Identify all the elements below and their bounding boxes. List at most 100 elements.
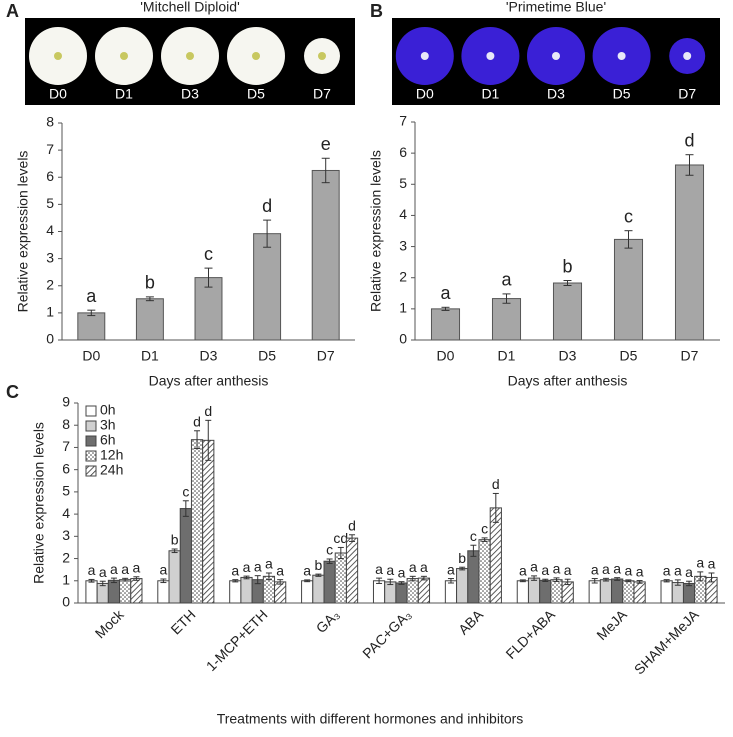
bar (190, 439, 204, 604)
significance-letter: a (519, 563, 527, 579)
y-tick-label: 1 (46, 304, 54, 320)
significance-letter: a (553, 561, 561, 577)
significance-letter: a (420, 559, 428, 575)
panel-title: 'Primetime Blue' (506, 0, 606, 15)
panel-title: 'Mitchell Diploid' (140, 0, 240, 15)
significance-letter: a (685, 564, 693, 580)
flower-center (617, 52, 626, 60)
significance-letter: a (121, 561, 129, 577)
photo-label: D5 (247, 86, 265, 102)
bar (674, 164, 705, 341)
significance-letter: c (182, 483, 189, 499)
x-tick-label: D0 (82, 348, 100, 364)
y-tick-label: 8 (62, 416, 70, 432)
bar (539, 579, 552, 604)
significance-letter: c (470, 528, 477, 544)
bar (599, 579, 613, 604)
y-tick-label: 5 (399, 175, 407, 191)
legend-swatch (85, 435, 97, 447)
significance-letter: b (145, 273, 155, 293)
x-tick-label: D5 (258, 348, 276, 364)
legend-label: 24h (100, 462, 123, 478)
y-tick-label: 3 (399, 237, 407, 253)
significance-letter: e (321, 134, 331, 154)
bar (478, 539, 491, 604)
photo-label: D1 (115, 86, 133, 102)
x-tick-label: D7 (681, 348, 699, 364)
significance-letter: a (447, 561, 455, 577)
bar (516, 580, 529, 604)
flower-center (683, 52, 692, 60)
y-tick-label: 7 (399, 113, 407, 129)
x-axis-label: Days after anthesis (149, 373, 269, 389)
photo-label: D3 (547, 86, 565, 102)
y-axis-label: Relative expression levels (15, 151, 31, 313)
flower-center (318, 52, 326, 60)
flower-center (486, 52, 495, 60)
bar (372, 580, 386, 604)
photo-label: D7 (313, 86, 331, 102)
flower-center (420, 52, 429, 60)
significance-letter: a (541, 562, 549, 578)
significance-letter: b (562, 256, 572, 276)
legend-label: 3h (100, 417, 116, 433)
bar (467, 550, 480, 604)
bar (229, 580, 242, 604)
bar (301, 580, 314, 604)
bar (417, 577, 431, 604)
x-tick-label: ABA (455, 606, 487, 638)
bar (633, 581, 646, 604)
y-tick-label: 0 (62, 594, 70, 610)
bar (491, 298, 522, 341)
bar (253, 233, 282, 341)
y-tick-label: 3 (46, 249, 54, 265)
bar (119, 579, 132, 604)
bar (85, 580, 98, 604)
bar (157, 580, 170, 604)
y-tick-label: 4 (62, 505, 70, 521)
x-tick-label: ETH (167, 606, 198, 637)
bar (552, 282, 583, 341)
bar (179, 508, 192, 604)
x-axis-label: Days after anthesis (508, 373, 628, 389)
significance-letter: a (440, 283, 451, 303)
significance-letter: a (501, 270, 512, 290)
bar (202, 439, 215, 604)
bar (611, 578, 624, 604)
bar (274, 581, 287, 604)
significance-letter: d (204, 403, 212, 419)
x-tick-label: D1 (498, 348, 516, 364)
significance-letter: d (348, 517, 356, 533)
flower-center (252, 52, 260, 60)
significance-letter: a (88, 562, 96, 578)
photo-label: D7 (678, 86, 696, 102)
photo-label: D5 (613, 86, 631, 102)
bar (395, 582, 408, 604)
bar (660, 580, 673, 604)
legend-label: 6h (100, 432, 116, 448)
y-tick-label: 1 (399, 300, 407, 316)
y-tick-label: 6 (46, 168, 54, 184)
y-tick-label: 2 (399, 268, 407, 284)
bar (561, 581, 574, 604)
x-tick-label: D3 (559, 348, 577, 364)
bar (456, 568, 469, 604)
significance-letter: c (624, 206, 633, 226)
bar (345, 537, 359, 604)
photo-label: D0 (49, 86, 67, 102)
significance-letter: a (696, 555, 704, 571)
bar (430, 308, 461, 341)
y-axis-label: Relative expression levels (368, 150, 384, 312)
bar (406, 578, 419, 604)
bar (444, 580, 458, 604)
legend-swatch (85, 450, 97, 462)
y-tick-label: 7 (62, 438, 70, 454)
significance-letter: d (193, 413, 201, 429)
x-tick-label: Mock (92, 606, 128, 642)
x-tick-label: D7 (317, 348, 335, 364)
y-tick-label: 8 (46, 114, 54, 130)
bar (334, 552, 347, 604)
significance-letter: a (624, 563, 632, 579)
x-tick-label: 1-MCP+ETH (203, 606, 271, 674)
significance-letter: a (231, 562, 239, 578)
